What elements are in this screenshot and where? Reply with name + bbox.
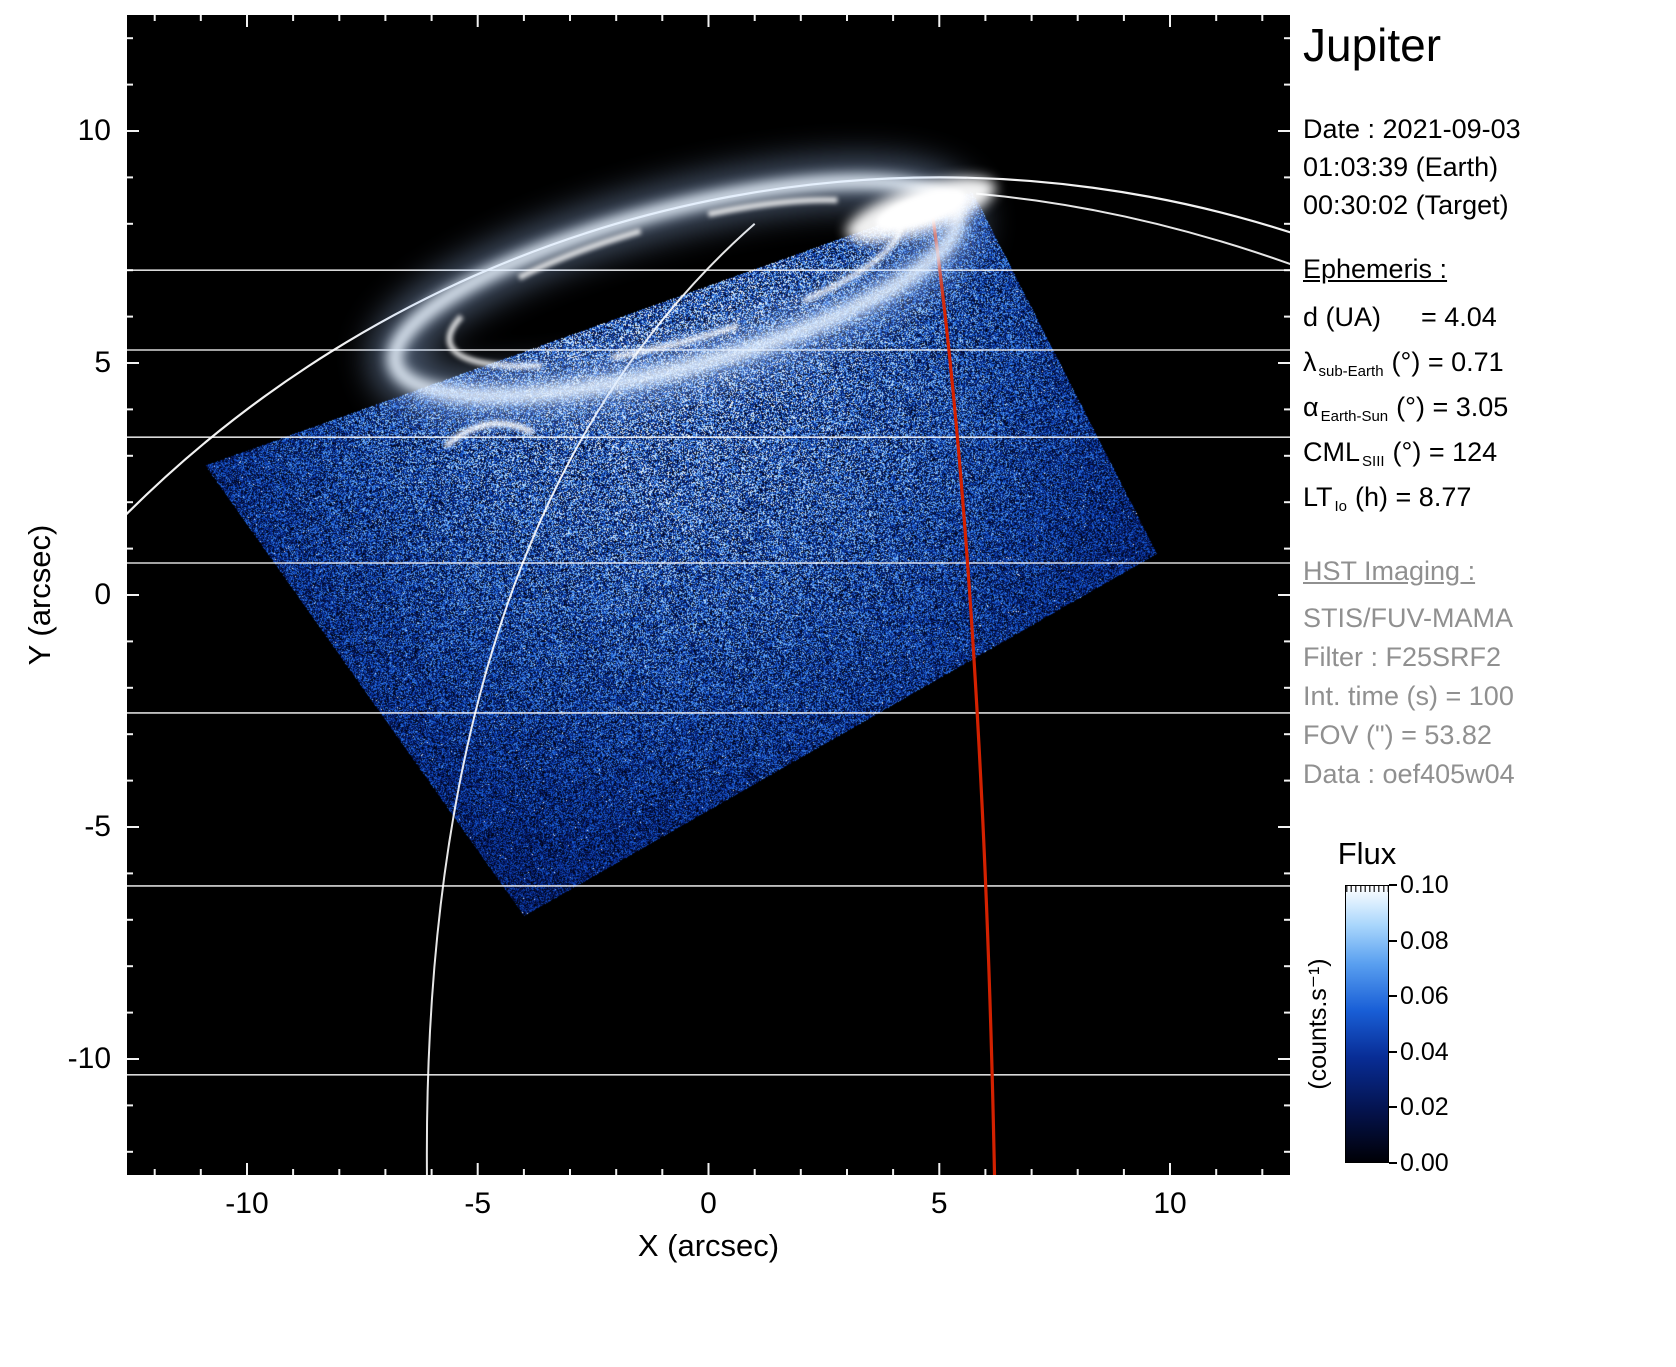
observation-times: Date : 2021-09-03 01:03:39 (Earth) 00:30…	[1303, 110, 1673, 224]
colorbar-tick-mark	[1389, 1051, 1397, 1053]
x-tick-label: 0	[700, 1187, 717, 1221]
hst-fov: FOV (") = 53.82	[1303, 716, 1673, 755]
colorbar-tick-label: 0.10	[1400, 871, 1449, 900]
colorbar-tick-label: 0.04	[1400, 1038, 1449, 1067]
hst-instrument: STIS/FUV-MAMA	[1303, 599, 1673, 638]
ephemeris-row-subearth-lat: λ sub-Earth (°) = 0.71	[1303, 342, 1673, 387]
ephemeris-row-phase-angle: α Earth-Sun (°) = 3.05	[1303, 387, 1673, 432]
ephemeris-row-io-localtime: LT Io (h) = 8.77	[1303, 477, 1673, 522]
x-tick-label: -10	[225, 1187, 268, 1221]
hst-int-time: Int. time (s) = 100	[1303, 677, 1673, 716]
hst-data-id: Data : oef405w04	[1303, 755, 1673, 794]
colorbar-minor-ticks	[1346, 886, 1388, 892]
colorbar-units-label: (counts.s⁻¹)	[1303, 958, 1333, 1089]
obs-earth-time: 01:03:39 (Earth)	[1303, 148, 1673, 186]
graticule-overlay	[127, 15, 1290, 1175]
x-tick-label: 5	[931, 1187, 948, 1221]
colorbar-tick-mark	[1389, 995, 1397, 997]
y-tick-label: 10	[78, 114, 111, 148]
info-panel: Jupiter Date : 2021-09-03 01:03:39 (Eart…	[1303, 18, 1673, 794]
colorbar-tick-mark	[1389, 884, 1397, 886]
target-title: Jupiter	[1303, 18, 1673, 72]
sky-image-plot	[127, 15, 1290, 1175]
ephemeris-row-distance: d (UA) = 4.04	[1303, 297, 1673, 342]
obs-date: Date : 2021-09-03	[1303, 110, 1673, 148]
x-tick-label: 10	[1153, 1187, 1186, 1221]
colorbar-tick-label: 0.06	[1400, 982, 1449, 1011]
hst-imaging-block: HST Imaging : STIS/FUV-MAMA Filter : F25…	[1303, 556, 1673, 794]
y-tick-label: 0	[94, 578, 111, 612]
figure: -10 -5 0 5 10 -10 -5 0 5 10 X (arcsec) Y (arcsec)…	[0, 0, 1676, 1367]
hst-filter: Filter : F25SRF2	[1303, 638, 1673, 677]
colorbar-tick-label: 0.02	[1400, 1093, 1449, 1122]
y-tick-label: -10	[68, 1042, 111, 1076]
colorbar-tick-mark	[1389, 1106, 1397, 1108]
x-axis-label: X (arcsec)	[127, 1228, 1290, 1264]
x-tick-label: -5	[464, 1187, 491, 1221]
colorbar-tick-mark	[1389, 940, 1397, 942]
colorbar-gradient	[1345, 885, 1389, 1163]
colorbar-title: Flux	[1338, 836, 1397, 872]
y-tick-label: -5	[84, 810, 111, 844]
ephemeris-heading: Ephemeris :	[1303, 254, 1673, 285]
hst-heading: HST Imaging :	[1303, 556, 1673, 587]
y-tick-label: 5	[94, 346, 111, 380]
y-axis-label: Y (arcsec)	[22, 525, 58, 666]
ephemeris-rows: d (UA) = 4.04 λ sub-Earth (°) = 0.71 α Earth…	[1303, 297, 1673, 522]
ephemeris-row-cml: CML SIII (°) = 124	[1303, 432, 1673, 477]
colorbar-tick-label: 0.08	[1400, 927, 1449, 956]
colorbar-tick-label: 0.00	[1400, 1149, 1449, 1178]
colorbar-tick-mark	[1389, 1162, 1397, 1164]
obs-target-time: 00:30:02 (Target)	[1303, 186, 1673, 224]
